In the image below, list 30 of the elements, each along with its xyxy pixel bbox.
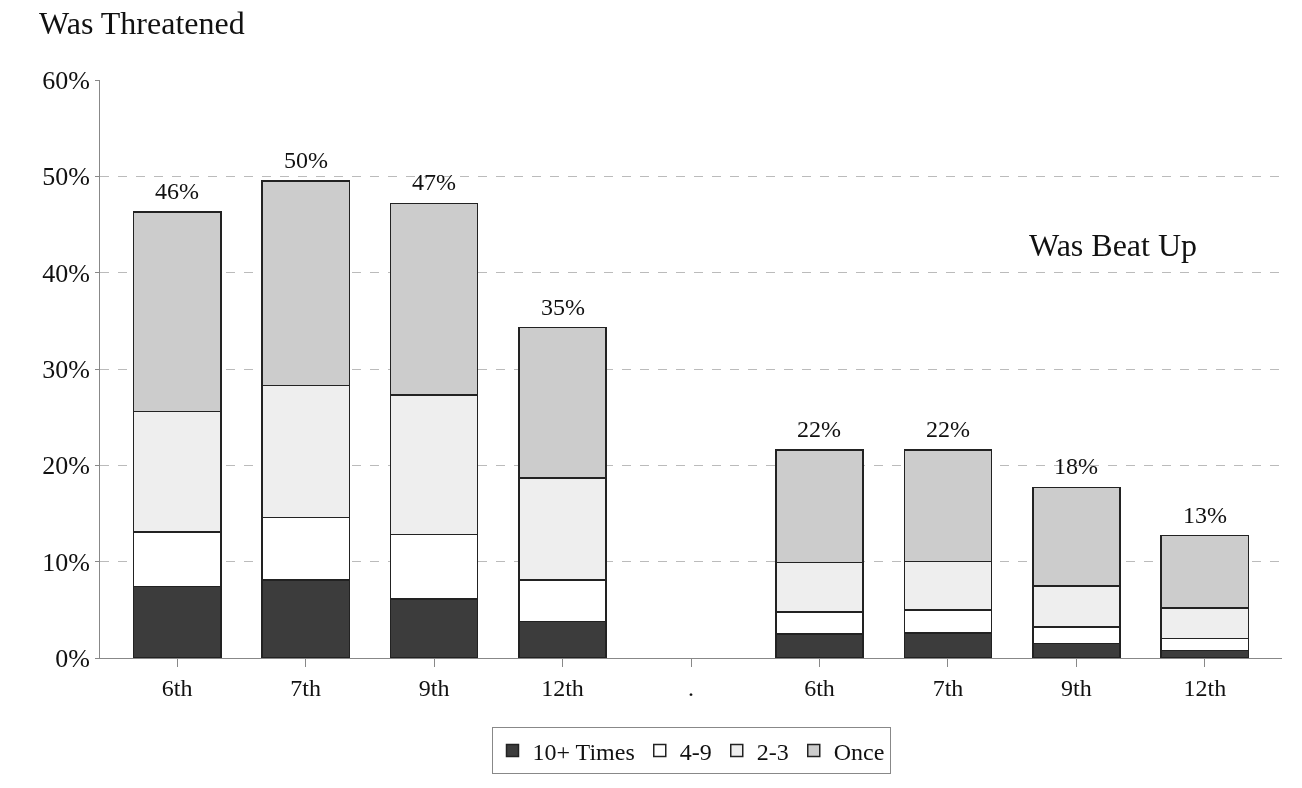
total-label: 50% — [284, 147, 328, 173]
y-tick-label: 20% — [42, 451, 90, 481]
x-tick-label: 6th — [804, 674, 835, 701]
x-tick-label: 9th — [1061, 674, 1092, 701]
y-tick-label: 0% — [55, 644, 90, 674]
total-label: 18% — [1054, 453, 1098, 479]
x-tick-label: 7th — [932, 674, 964, 701]
annotation: Was Beat Up — [1029, 227, 1198, 263]
x-tick-label: 9th — [418, 674, 450, 701]
y-tick-label: 30% — [42, 355, 90, 385]
total-label: 46% — [155, 178, 199, 204]
x-tick-label: 6th — [161, 674, 193, 701]
legend-label: 10+ Times — [532, 738, 635, 765]
y-tick-label: 40% — [42, 258, 90, 288]
total-label: 22% — [797, 416, 841, 442]
y-tick-label: 60% — [42, 66, 90, 96]
total-label: 13% — [1183, 502, 1227, 528]
chart-title: Was Threatened — [39, 5, 245, 42]
total-label: 47% — [412, 169, 456, 195]
legend-label: 4-9 — [679, 738, 712, 765]
x-tick-label: 12th — [1183, 674, 1227, 701]
total-label: 22% — [926, 416, 970, 442]
y-tick-label: 50% — [42, 162, 90, 192]
x-tick-label: 12th — [541, 674, 584, 701]
legend-label: Once — [833, 738, 885, 765]
legend-label: 2-3 — [756, 738, 789, 765]
x-tick-label: 7th — [290, 674, 321, 701]
y-tick-label: 10% — [42, 547, 90, 577]
total-label: 35% — [541, 294, 585, 320]
x-tick-label: . — [688, 674, 694, 701]
